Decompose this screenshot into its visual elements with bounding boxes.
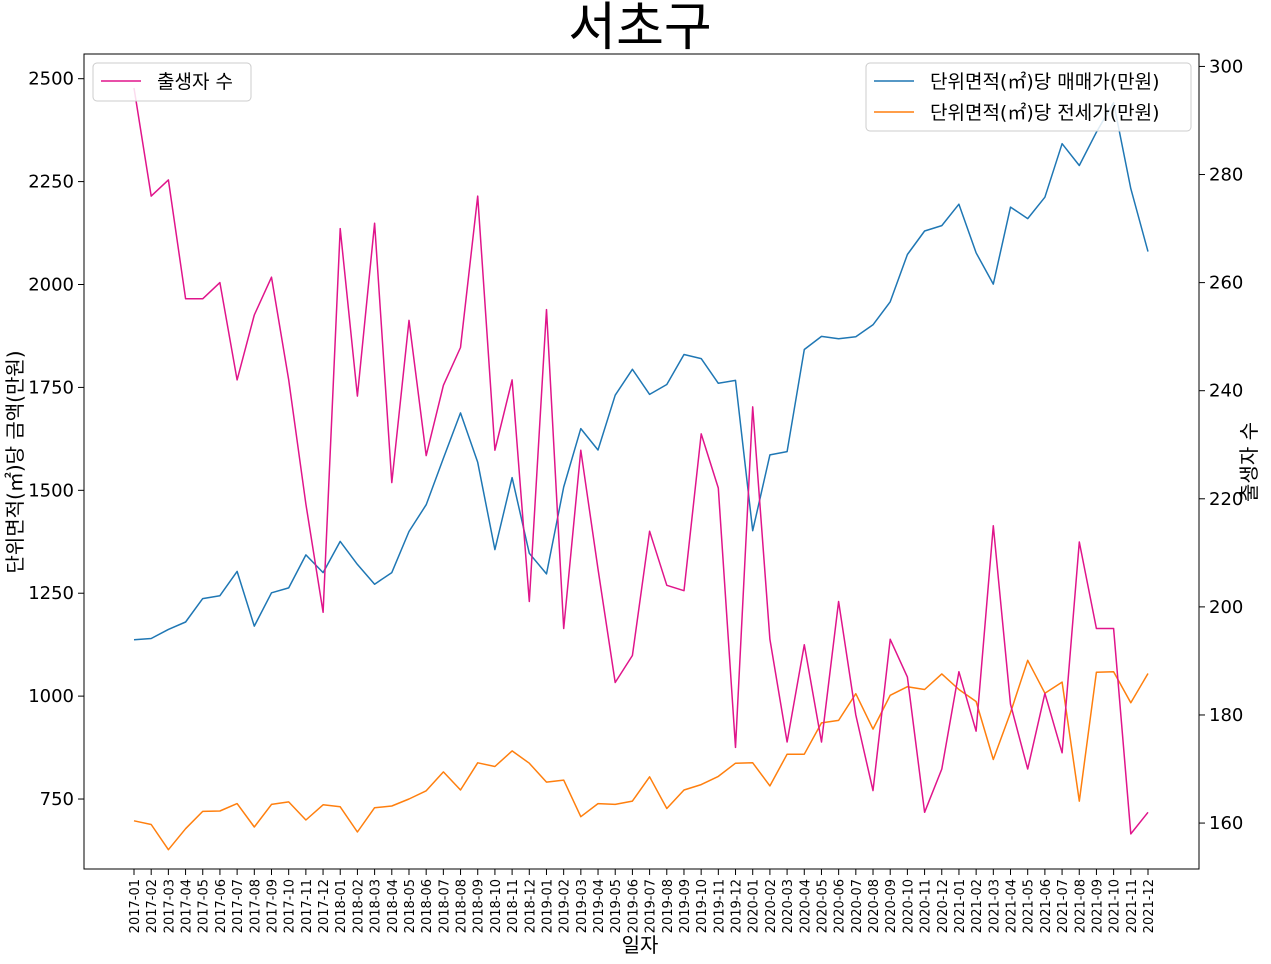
x-tick-label: 2017-11 (300, 879, 315, 933)
x-tick-label: 2021-12 (1142, 879, 1157, 933)
right-y-tick-label: 220 (1209, 489, 1243, 510)
x-tick-label: 2021-05 (1022, 879, 1037, 933)
x-tick-label: 2020-06 (833, 879, 848, 933)
x-tick-label: 2018-08 (455, 879, 470, 933)
x-tick-label: 2017-12 (317, 879, 332, 933)
x-tick-label: 2017-03 (162, 879, 177, 933)
x-tick-label: 2019-04 (592, 879, 607, 933)
x-tick-label: 2021-06 (1039, 879, 1054, 933)
x-tick-label: 2020-07 (850, 879, 865, 933)
x-tick-label: 2018-03 (369, 879, 384, 933)
x-tick-label: 2020-09 (884, 879, 899, 933)
chart-title: 서초구 (568, 0, 712, 58)
plot-frame (83, 53, 1200, 870)
left-y-tick-label: 750 (40, 789, 74, 810)
x-tick-label: 2017-04 (180, 879, 195, 933)
legend-birth-label: 출생자 수 (157, 71, 233, 93)
series-line-0 (133, 101, 1149, 641)
left-y-tick-label: 1750 (28, 377, 74, 398)
x-tick-label: 2018-06 (420, 879, 435, 933)
x-tick-label: 2021-09 (1090, 879, 1105, 933)
legend-right: 단위면적(㎡)당 매매가(만원) 단위면적(㎡)당 전세가(만원) (865, 62, 1192, 132)
x-tick-label: 2021-08 (1073, 879, 1088, 933)
x-tick-label: 2020-11 (919, 879, 934, 933)
x-tick-label: 2017-05 (197, 879, 212, 933)
legend-right-box (865, 62, 1192, 132)
left-y-tick-label: 2500 (28, 69, 74, 90)
x-tick-label: 2018-04 (386, 879, 401, 933)
x-tick-label: 2017-09 (266, 879, 281, 933)
x-tick-label: 2019-01 (541, 879, 556, 933)
x-tick-label: 2018-12 (523, 879, 538, 933)
x-tick-label: 2021-10 (1108, 879, 1123, 933)
left-y-axis-label: 단위면적(㎡)당 금액(만원) (3, 350, 27, 573)
x-tick-label: 2021-11 (1125, 879, 1140, 933)
right-y-axis-label: 출생자 수 (1237, 422, 1261, 502)
legend-sale-label: 단위면적(㎡)당 매매가(만원) (930, 70, 1160, 93)
x-tick-label: 2021-02 (970, 879, 985, 933)
right-y-tick-label: 280 (1209, 165, 1243, 186)
series-line-1 (133, 659, 1149, 851)
x-tick-label: 2019-10 (695, 879, 710, 933)
x-tick-label: 2020-02 (764, 879, 779, 933)
x-tick-label: 2018-09 (472, 879, 487, 933)
x-tick-label: 2020-05 (816, 879, 831, 933)
x-tick-label: 2018-07 (437, 879, 452, 933)
left-y-axis: 750 1000 1250 1500 1750 2000 2250 2500 (28, 69, 84, 810)
x-tick-label: 2021-07 (1056, 879, 1071, 933)
x-tick-label: 2018-01 (334, 879, 349, 933)
left-y-tick-label: 1250 (28, 583, 74, 604)
x-tick-label: 2019-06 (626, 879, 641, 933)
x-tick-label: 2017-08 (248, 879, 263, 933)
x-tick-label: 2019-07 (644, 879, 659, 933)
x-tick-label: 2019-03 (575, 879, 590, 933)
right-y-tick-label: 300 (1209, 56, 1243, 77)
x-tick-label: 2017-07 (231, 879, 246, 933)
x-tick-label: 2019-12 (730, 879, 745, 933)
series-layer (133, 87, 1149, 851)
right-y-tick-label: 180 (1209, 705, 1243, 726)
x-tick-label: 2021-03 (987, 879, 1002, 933)
series-line-2 (133, 87, 1149, 835)
left-y-tick-label: 2250 (28, 172, 74, 193)
x-tick-label: 2017-10 (283, 879, 298, 933)
x-axis: 2017-01 2017-02 2017-03 2017-04 2017-05 2017-… (128, 869, 1157, 933)
x-tick-label: 2020-12 (936, 879, 951, 933)
right-y-tick-label: 260 (1209, 273, 1243, 294)
x-tick-label: 2020-01 (747, 879, 762, 933)
right-y-tick-label: 200 (1209, 597, 1243, 618)
x-tick-label: 2019-08 (661, 879, 676, 933)
x-tick-label: 2019-09 (678, 879, 693, 933)
legend-left-box (92, 62, 252, 102)
right-y-tick-label: 160 (1209, 813, 1243, 834)
x-axis-label: 일자 (622, 933, 659, 957)
x-tick-label: 2020-03 (781, 879, 796, 933)
x-tick-label: 2019-02 (558, 879, 573, 933)
x-tick-label: 2017-02 (145, 879, 160, 933)
left-y-tick-label: 2000 (28, 275, 74, 296)
left-y-tick-label: 1500 (28, 480, 74, 501)
x-tick-label: 2021-01 (953, 879, 968, 933)
x-tick-label: 2018-02 (351, 879, 366, 933)
x-tick-label: 2018-11 (506, 879, 521, 933)
x-tick-label: 2020-04 (798, 879, 813, 933)
x-tick-label: 2019-11 (712, 879, 727, 933)
right-y-axis: 160 180 200 220 240 260 280 300 (1199, 56, 1243, 834)
x-tick-label: 2018-05 (403, 879, 418, 933)
x-tick-label: 2021-04 (1005, 879, 1020, 933)
x-tick-label: 2017-01 (128, 879, 143, 933)
x-tick-label: 2017-06 (214, 879, 229, 933)
x-tick-label: 2019-05 (609, 879, 624, 933)
right-y-tick-label: 240 (1209, 381, 1243, 402)
legend-left: 출생자 수 (92, 62, 252, 102)
x-tick-label: 2020-10 (901, 879, 916, 933)
x-tick-label: 2018-10 (489, 879, 504, 933)
left-y-tick-label: 1000 (28, 686, 74, 707)
legend-jeonse-label: 단위면적(㎡)당 전세가(만원) (930, 101, 1160, 124)
x-tick-label: 2020-08 (867, 879, 882, 933)
